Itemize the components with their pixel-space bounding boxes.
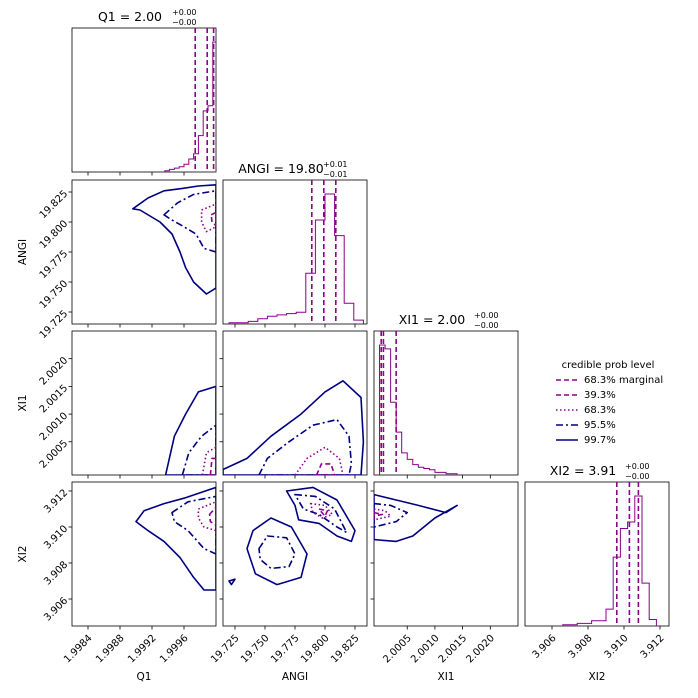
y-tick-label-angi: 19.800 [38, 218, 71, 251]
x-tick-label-angi: 19.800 [299, 633, 332, 666]
x-tick-label-xi2: 3.906 [531, 633, 559, 661]
legend-label-4: 99.7% [584, 435, 616, 446]
y-tick-label-xi1: 2.0020 [38, 355, 71, 388]
contour-xi1-xi2-95.5-1 [374, 502, 409, 528]
x-axis-label-q1: Q1 [137, 671, 152, 683]
contour-q1-xi2-39.3-3 [208, 506, 216, 527]
y-tick-label-angi: 19.725 [38, 308, 71, 341]
x-tick-label-xi2: 3.910 [603, 633, 631, 661]
x-axis-label-xi1: XI1 [438, 671, 455, 683]
title-lower-error-q1: −0.00 [172, 18, 197, 27]
x-tick-label-angi: 19.725 [209, 633, 242, 666]
panel-frame-angi-angi [222, 179, 368, 325]
x-tick-label-angi: 19.825 [329, 633, 362, 666]
panel-frame-xi1-xi2 [373, 481, 519, 627]
contour-q1-angi-99.7-0 [132, 184, 216, 295]
x-tick-label-angi: 19.775 [269, 633, 302, 666]
panel-frame-angi-xi1 [222, 330, 368, 476]
contour-angi-xi1-39.3-3 [315, 463, 336, 475]
y-axis-label-xi2: XI2 [17, 546, 29, 563]
legend-label-1: 39.3% [584, 390, 616, 401]
histogram-xi1 [374, 344, 458, 475]
contour-angi-xi2-99.7-4 [246, 517, 308, 586]
x-tick-label-angi: 19.750 [239, 633, 272, 666]
legend-label-0: 68.3% marginal [584, 375, 663, 386]
contour-q1-xi1-99.7-0 [164, 385, 216, 475]
title-lower-error-xi1: −0.00 [474, 321, 499, 330]
y-tick-label-xi2: 3.908 [42, 559, 70, 587]
contour-angi-xi2-39.3-3 [318, 508, 329, 518]
contour-q1-angi-39.3-3 [210, 211, 216, 227]
title-upper-error-xi2: +0.00 [625, 462, 650, 471]
contour-angi-xi2-99.7-6 [228, 578, 236, 586]
x-tick-label-xi1: 2.0015 [437, 633, 470, 666]
panel-frame-xi1-xi1 [373, 330, 519, 476]
x-tick-label-xi1: 2.0010 [409, 633, 442, 666]
y-tick-label-angi: 19.825 [38, 188, 71, 221]
x-tick-label-q1: 1.9996 [158, 633, 191, 666]
contour-xi1-xi2-39.3-3 [374, 511, 384, 518]
x-axis-label-xi2: XI2 [589, 671, 606, 683]
x-tick-label-xi1: 2.0020 [464, 633, 497, 666]
y-tick-label-xi2: 3.912 [42, 487, 70, 515]
x-tick-label-q1: 1.9988 [94, 633, 127, 666]
histogram-q1 [164, 41, 216, 172]
contour-angi-xi2-95.5-5 [258, 535, 296, 570]
title-upper-error-angi: +0.01 [323, 160, 348, 169]
x-tick-label-q1: 1.9992 [126, 633, 159, 666]
contour-angi-xi2-95.5-1 [294, 493, 348, 534]
contour-q1-xi2-68.3-2 [197, 500, 216, 532]
contour-angi-xi1-99.7-0 [223, 379, 365, 475]
title-angi: ANGI = 19.80 [238, 161, 324, 176]
x-tick-label-q1: 1.9984 [62, 633, 95, 666]
y-axis-label-xi1: XI1 [17, 395, 29, 412]
x-tick-label-xi2: 3.908 [567, 633, 595, 661]
x-axis-label-angi: ANGI [282, 671, 308, 683]
title-q1: Q1 = 2.00 [98, 9, 162, 24]
title-lower-error-angi: −0.01 [323, 170, 348, 179]
legend: credible prob level 68.3% marginal 39.3% 68… [556, 360, 663, 446]
title-upper-error-q1: +0.00 [172, 8, 197, 17]
title-xi2: XI2 = 3.91 [550, 463, 616, 478]
contour-xi1-xi2-99.7-0 [374, 493, 458, 543]
legend-title: credible prob level [562, 360, 655, 371]
contour-angi-xi1-95.5-1 [258, 418, 353, 475]
title-upper-error-xi1: +0.00 [474, 311, 499, 320]
panel-frame-angi-xi2 [222, 481, 368, 627]
legend-label-2: 68.3% [584, 405, 616, 416]
contour-q1-xi1-68.3-2 [201, 446, 216, 475]
y-tick-label-angi: 19.775 [38, 248, 71, 281]
contour-q1-xi2-95.5-1 [171, 495, 216, 555]
contour-q1-xi1-95.5-1 [181, 424, 216, 475]
contour-q1-angi-95.5-1 [163, 190, 216, 253]
y-tick-label-xi1: 2.0005 [38, 438, 71, 471]
y-tick-label-angi: 19.750 [38, 278, 71, 311]
histogram-xi2 [562, 495, 657, 626]
contour-angi-xi2-99.7-0 [285, 486, 356, 543]
contour-angi-xi2-68.3-2 [309, 502, 334, 519]
panel-frame-q1-xi1 [71, 330, 217, 476]
contour-q1-xi2-99.7-0 [135, 486, 216, 591]
x-tick-label-xi2: 3.912 [639, 633, 667, 661]
contour-angi-xi1-68.3-2 [294, 446, 344, 475]
histogram-angi [228, 193, 364, 324]
panel-frame-q1-xi2 [71, 481, 217, 627]
y-tick-label-xi1: 2.0015 [38, 383, 71, 416]
y-tick-label-xi1: 2.0010 [38, 411, 71, 444]
x-tick-label-xi1: 2.0005 [381, 633, 414, 666]
title-lower-error-xi2: −0.00 [625, 472, 650, 481]
title-xi1: XI1 = 2.00 [399, 312, 466, 327]
contour-q1-xi1-39.3-3 [209, 457, 216, 475]
y-tick-label-xi2: 3.906 [42, 595, 70, 623]
y-tick-label-xi2: 3.910 [42, 523, 70, 551]
panel-frame-xi2-xi2 [524, 481, 670, 627]
y-axis-label-angi: ANGI [17, 239, 29, 265]
contour-q1-angi-68.3-2 [200, 203, 216, 233]
legend-label-3: 95.5% [584, 420, 616, 431]
